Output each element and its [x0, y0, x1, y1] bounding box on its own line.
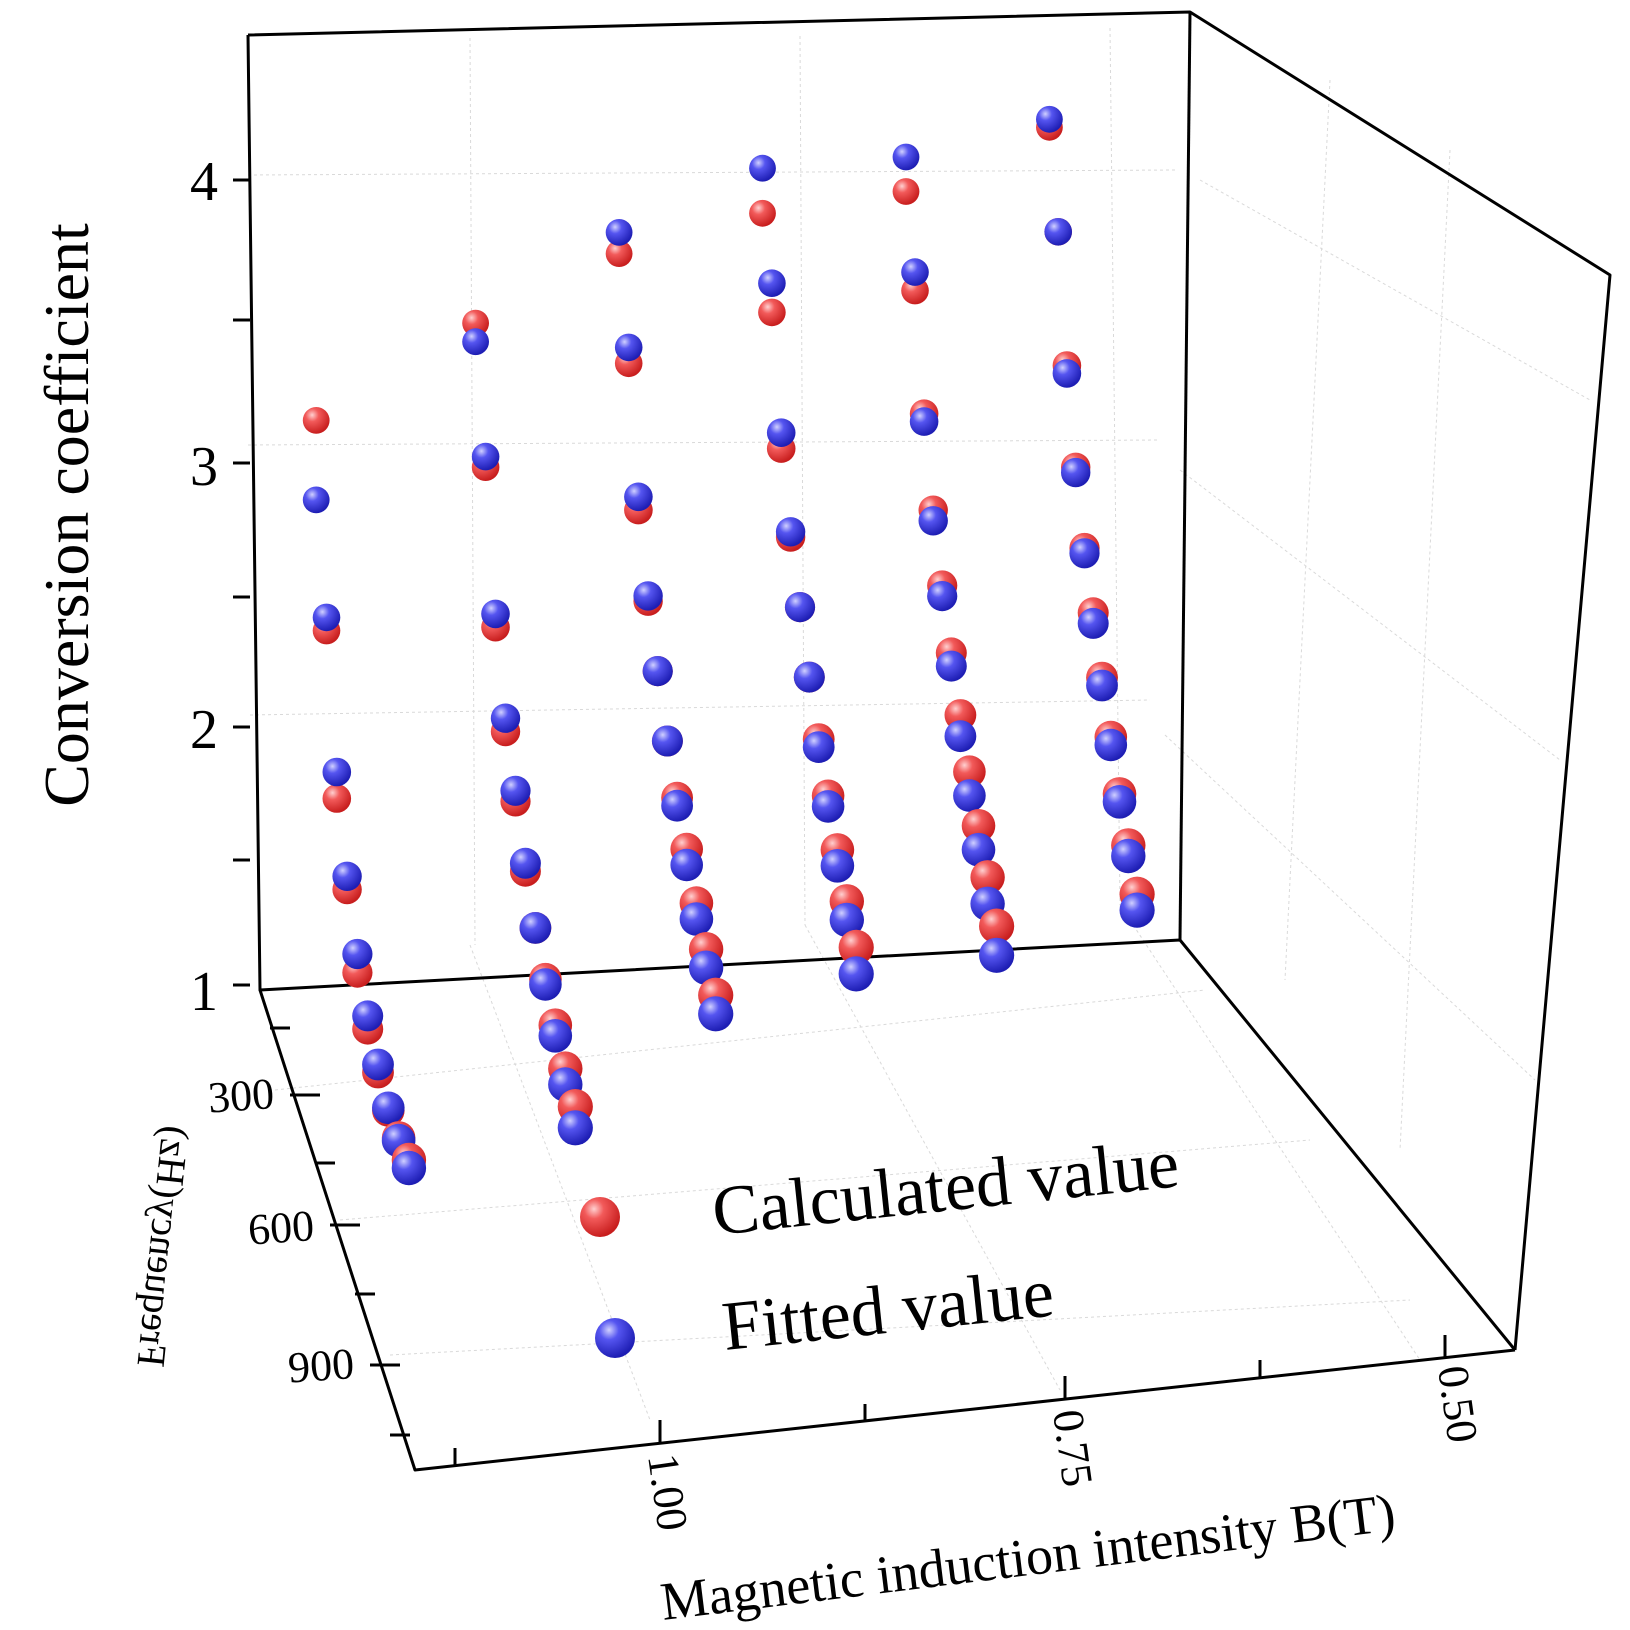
fitted-point [1061, 457, 1091, 488]
frequency-tick-label: 900 [286, 1339, 355, 1392]
fitted-point [698, 996, 734, 1032]
fitted-point [633, 581, 663, 611]
fitted-point [918, 506, 948, 536]
fitted-point [775, 517, 806, 547]
fitted-point [679, 902, 714, 936]
fitted-point [1044, 218, 1072, 246]
z-tick-label: 1 [190, 961, 218, 1023]
legend: Calculated value Fitted value [580, 1125, 1183, 1366]
fitted-point [372, 1091, 405, 1125]
fitted-point [1069, 538, 1100, 569]
fitted-point [802, 731, 835, 763]
fitted-point [829, 902, 864, 938]
calculated-point [892, 178, 920, 205]
b-tick-label: 1.00 [638, 1451, 697, 1534]
data-points [302, 105, 1155, 1186]
fitted-point [1094, 728, 1128, 762]
fitted-point [1086, 669, 1118, 702]
fitted-point [927, 581, 958, 612]
fitted-point [838, 956, 874, 992]
fitted-point [749, 154, 776, 182]
calculated-point [838, 929, 874, 966]
fitted-point [391, 1150, 427, 1186]
axis-box [246, 10, 1612, 1472]
legend-marker-calculated [580, 1197, 620, 1237]
legend-label-fitted: Fitted value [719, 1255, 1058, 1366]
fitted-point [509, 847, 541, 879]
fitted-point [642, 656, 673, 687]
fitted-point [953, 779, 986, 812]
b-axis-title: Magnetic induction intensity B(T) [657, 1482, 1398, 1630]
fitted-point [481, 599, 510, 629]
calculated-point [749, 199, 776, 227]
z-axis-ticks [233, 178, 250, 987]
calculated-point [970, 860, 1005, 895]
fitted-point [1111, 838, 1146, 874]
fitted-point [892, 143, 920, 171]
fitted-point [614, 333, 643, 362]
fitted-point [462, 328, 489, 356]
fitted-point [758, 269, 786, 298]
calculated-point [961, 809, 996, 843]
fitted-point [362, 1048, 394, 1081]
fitted-point [651, 725, 683, 757]
calculated-point [953, 755, 986, 788]
fitted-point [1102, 785, 1137, 819]
fitted-point [519, 912, 552, 944]
calculated-point [322, 784, 352, 813]
b-tick-label: 0.75 [1043, 1407, 1102, 1490]
fitted-point [901, 258, 929, 286]
fitted-point [670, 848, 703, 882]
z-tick-label: 4 [190, 151, 218, 213]
fitted-point [909, 407, 939, 436]
fitted-point [624, 482, 653, 512]
b-tick-label: 0.50 [1428, 1363, 1487, 1446]
fitted-point [811, 790, 845, 823]
fitted-point [1036, 105, 1063, 133]
legend-label-calculated: Calculated value [709, 1125, 1183, 1251]
fitted-point [944, 720, 977, 753]
fitted-point [312, 603, 341, 632]
fitted-point [471, 442, 500, 471]
calculated-point [979, 908, 1015, 944]
fitted-point [820, 849, 855, 883]
z-axis-title: Conversion coefficient [31, 223, 102, 807]
fitted-point [1077, 607, 1109, 639]
frequency-tick-label: 300 [206, 1069, 275, 1122]
legend-marker-fitted [595, 1318, 635, 1358]
fitted-point [1052, 359, 1082, 388]
fitted-point [352, 1000, 384, 1032]
fitted-point [688, 950, 724, 985]
fitted-point [979, 937, 1015, 973]
fitted-point [1119, 892, 1155, 928]
calculated-point [462, 309, 489, 337]
fitted-point [557, 1110, 593, 1146]
calculated-point [302, 407, 330, 434]
fitted-point [500, 775, 531, 806]
fitted-point [332, 861, 362, 891]
calculated-point [758, 298, 786, 327]
fitted-point [529, 968, 562, 1001]
grid-lines [247, 27, 1591, 1421]
frequency-tick-label: 600 [246, 1201, 315, 1254]
fitted-point [302, 486, 330, 514]
fitted-point [766, 418, 796, 448]
z-tick-label: 2 [190, 699, 218, 761]
fitted-point [661, 789, 693, 822]
calculated-point [605, 240, 633, 267]
fitted-point [490, 703, 521, 733]
fitted-point [605, 219, 633, 246]
fitted-point [538, 1019, 573, 1053]
fitted-point [961, 832, 996, 867]
fitted-point [935, 650, 967, 682]
frequency-axis-ticks [270, 1026, 410, 1437]
frequency-axis-title: Frequency(Hz) [128, 1124, 198, 1369]
b-axis-ticks [453, 1335, 1447, 1466]
fitted-point [342, 938, 373, 970]
z-tick-label: 3 [190, 436, 218, 498]
fitted-point [793, 661, 825, 693]
fitted-point [322, 757, 352, 787]
fitted-point [784, 592, 816, 623]
